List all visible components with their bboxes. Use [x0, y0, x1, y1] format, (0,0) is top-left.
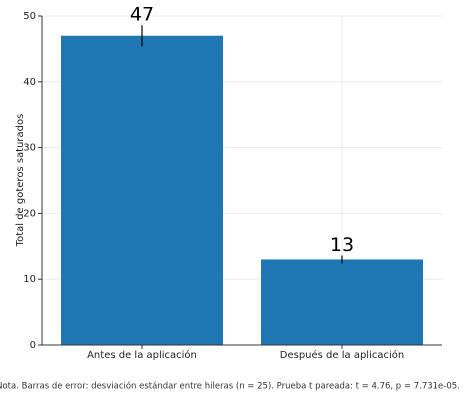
bar — [261, 259, 423, 345]
data-label: 47 — [130, 4, 154, 26]
x-tick-label: Antes de la aplicación — [87, 349, 197, 361]
y-tick-label: 30 — [23, 143, 36, 154]
y-tick-label: 20 — [23, 208, 36, 219]
y-axis-label: Total de goteros saturados — [15, 114, 26, 248]
y-tick-label: 10 — [23, 274, 36, 285]
y-tick-label: 0 — [30, 340, 36, 351]
data-label: 13 — [330, 234, 354, 256]
y-tick-label: 40 — [23, 77, 36, 88]
note: Nota. Barras de error: desviación estánd… — [0, 381, 460, 392]
bar — [61, 35, 223, 346]
y-tick-label: 50 — [23, 11, 36, 22]
x-tick-label: Después de la aplicación — [280, 349, 404, 361]
